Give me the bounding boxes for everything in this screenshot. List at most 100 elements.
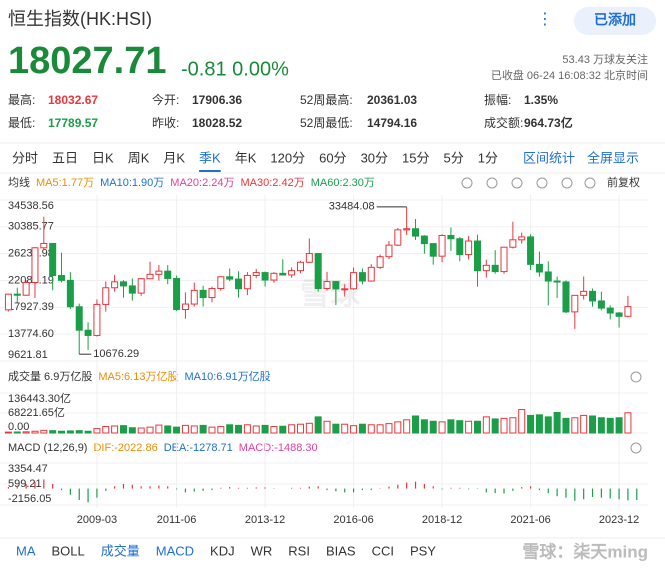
volume-bar [146,426,154,434]
add-button[interactable]: 已添加 [594,12,636,28]
stat-label: 52周最高: [300,92,353,107]
volume-bar [173,426,181,434]
candle-body [518,236,526,241]
volume-bar [589,415,597,434]
tool-icon[interactable] [630,442,642,454]
volume-bar [615,417,623,434]
adjust-mode[interactable]: 前复权 [607,175,640,189]
volume-bar [332,423,340,434]
index-title: 恒生指数(HK:HSI) [8,9,152,29]
period-tab[interactable]: 15分 [402,150,429,165]
candle-body [429,243,437,257]
period-tab[interactable]: 日K [92,150,114,165]
indicator-tab[interactable]: BIAS [326,543,356,558]
tool-icon[interactable] [561,177,573,189]
volume-bar [279,425,287,434]
indicator-tab[interactable]: WR [251,543,273,558]
volume-bar [509,417,517,434]
y-tick-label: 30385.77 [8,221,54,233]
legend-item: MACD:-1488.30 [239,442,318,454]
volume-bar [111,425,119,434]
indicator-tab[interactable]: KDJ [210,543,235,558]
volume-bar [624,412,632,434]
volume-bar [102,426,110,434]
candle-body [137,278,145,294]
candle-body [438,234,446,257]
tool-icon[interactable] [630,371,642,383]
add-button-bg[interactable] [574,7,656,35]
period-tab[interactable]: 5分 [444,150,464,165]
period-tab[interactable]: 月K [163,150,185,165]
period-tab[interactable]: 年K [235,150,257,165]
period-tab[interactable]: 1分 [478,150,498,165]
candle-body [465,240,473,256]
tool-icon[interactable] [486,177,498,189]
volume-bar [314,416,322,434]
followers: 53.43 万球友关注 [562,52,648,66]
candle-body [58,275,66,281]
stat-value: 14794.16 [367,116,417,130]
candle-body [119,281,127,287]
volume-bar [597,417,605,434]
annotation: 33484.08 [329,201,375,213]
candle-body [527,236,535,265]
tool-icon[interactable] [461,177,473,189]
tool-icon[interactable] [511,177,523,189]
candle-body [128,285,136,294]
volume-bar [270,426,278,434]
y-tick-label: 17927.39 [8,301,54,313]
candle-body [13,293,21,296]
indicator-tab[interactable]: MA [16,543,36,558]
more-icon[interactable]: ⋮ [537,11,553,28]
volume-bar [412,415,420,434]
indicator-tab[interactable]: 成交量 [101,543,140,558]
candle-body [199,289,207,299]
period-tab[interactable]: 五日 [52,150,78,165]
volume-bar [296,423,304,434]
candle-body [420,235,428,245]
volume-bar [500,417,508,434]
candle-body [412,228,420,237]
period-tab[interactable]: 季K [199,150,221,165]
candle-body [305,253,313,263]
market-status: 已收盘 06-24 16:08:32 北京时间 [491,68,648,82]
candle-body [31,247,39,283]
x-tick-label: 2009-03 [77,514,117,526]
candle-body [376,256,384,268]
candle-body [403,228,411,231]
stat-label: 昨收: [152,116,179,130]
candle-body [217,276,225,290]
volume-bar [544,416,552,434]
stat-value: 18028.52 [192,116,242,130]
fullscreen[interactable]: 全屏显示 [587,150,639,165]
candle-body [589,290,597,302]
candle-body [252,272,260,276]
tool-icon[interactable] [536,177,548,189]
period-tab[interactable]: 120分 [270,150,305,165]
range-stats[interactable]: 区间统计 [523,150,575,165]
volume-bar [66,430,74,434]
candle-body [535,263,543,273]
legend-item: DIF:-2022.86 [93,442,157,454]
candle-body [208,288,216,299]
x-tick-label: 2016-06 [333,514,373,526]
indicator-tab[interactable]: RSI [288,543,310,558]
stat-value: 17906.36 [192,93,242,107]
period-tab[interactable]: 60分 [319,150,346,165]
candle-body [358,272,366,282]
stat-value: 964.73亿 [524,115,573,130]
indicator-tab[interactable]: BOLL [52,543,85,558]
volume-bar [155,424,163,434]
period-tab[interactable]: 30分 [361,150,388,165]
indicator-tab[interactable]: MACD [156,543,194,558]
annotation: 10676.29 [93,348,139,360]
indicator-tab[interactable]: CCI [372,543,394,558]
candle-body [102,287,110,305]
tool-icon[interactable] [584,177,596,189]
volume-bar [93,428,101,434]
candle-body [482,264,490,272]
period-tab[interactable]: 分时 [12,150,38,165]
period-tab[interactable]: 周K [128,150,150,165]
indicator-tab[interactable]: PSY [410,543,436,558]
y-tick-label: 13774.60 [8,328,54,340]
